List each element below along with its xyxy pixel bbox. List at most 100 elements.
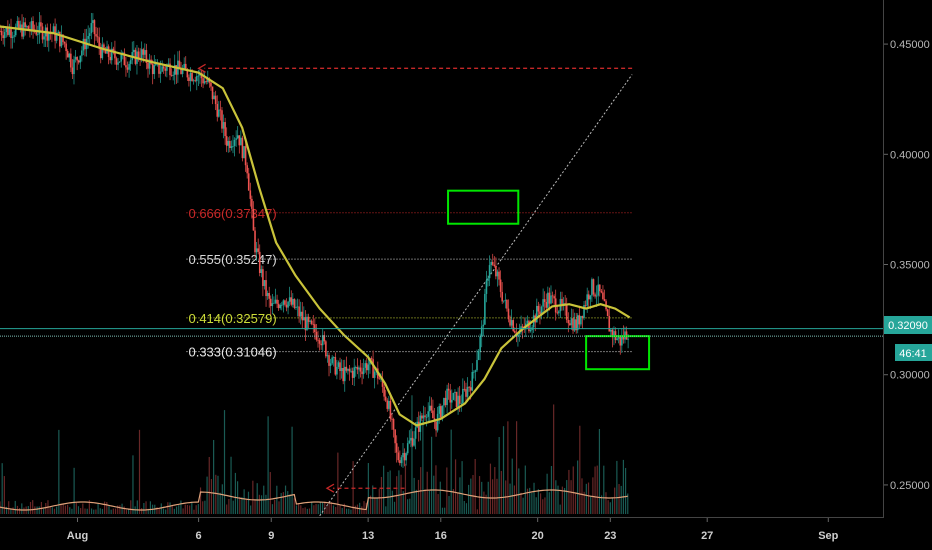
candle-body: [214, 95, 217, 104]
candle-body: [506, 299, 508, 309]
volume-bar: [376, 498, 378, 514]
volume-bar: [607, 500, 609, 514]
volume-bar: [450, 429, 452, 514]
candle-body: [455, 391, 458, 408]
highlight-box[interactable]: [447, 189, 520, 225]
candle-body: [392, 419, 395, 430]
volume-bar: [308, 508, 311, 514]
candle-body: [473, 371, 475, 373]
volume-bar: [276, 485, 278, 514]
candle-body: [340, 367, 343, 372]
candle-body: [441, 405, 444, 418]
candle-body: [490, 261, 492, 266]
time-tick-label: Sep: [818, 530, 838, 542]
candle-body: [496, 271, 499, 277]
volume-bar: [106, 502, 108, 514]
price-tick-label: 0.35000: [890, 260, 930, 272]
candle-body: [365, 363, 368, 371]
candle-body: [553, 296, 555, 299]
volume-bar: [583, 491, 585, 514]
candle-body: [269, 298, 272, 307]
volume-bar: [269, 472, 271, 514]
volume-bar: [587, 482, 590, 514]
time-tick-label: 16: [435, 530, 447, 542]
volume-bar: [441, 507, 444, 514]
volume-bar: [173, 508, 175, 514]
volume-bar: [483, 491, 485, 514]
candle-body: [257, 248, 259, 252]
candle-body: [394, 429, 396, 444]
volume-bar: [428, 490, 431, 514]
volume-bar: [132, 455, 134, 514]
volume-bar: [326, 505, 328, 514]
volume-bar: [256, 483, 258, 514]
candle-body: [175, 65, 178, 75]
volume-bar: [557, 485, 559, 514]
candle-body: [76, 57, 78, 61]
volume-bar: [5, 506, 8, 514]
price-axis[interactable]: 0.45000 0.40000 0.35000 0.30000 0.25000: [884, 39, 930, 492]
candle-body: [504, 299, 507, 301]
candle-body: [586, 294, 588, 306]
price-tick-label: 0.40000: [890, 149, 930, 161]
candle-body: [356, 367, 359, 370]
volume-bar: [84, 508, 86, 514]
volume-bar: [8, 501, 10, 514]
volume-bar: [258, 494, 260, 514]
candle-body: [128, 63, 130, 70]
candle-body: [87, 36, 89, 39]
current-price-label: 0.32090: [888, 320, 928, 332]
candle-body: [334, 357, 337, 375]
highlight-boxes[interactable]: [447, 189, 651, 371]
candle-body: [438, 406, 441, 414]
time-axis[interactable]: Aug 6 9 13 16 20 23 27 Sep: [67, 518, 839, 542]
volume-bar: [73, 467, 75, 514]
volume-bar: [101, 508, 104, 514]
volume-bar: [243, 489, 245, 514]
candle-body: [388, 400, 390, 409]
volume-bar: [539, 493, 542, 514]
candle-body: [258, 251, 261, 273]
volume-bar: [380, 476, 383, 514]
candle-body: [329, 363, 332, 366]
volume-bar: [448, 496, 450, 514]
candle-body: [608, 316, 611, 332]
volume-bar: [36, 506, 38, 514]
volume-bar: [413, 477, 415, 514]
candle-body: [397, 452, 400, 461]
candle-body: [288, 297, 291, 302]
candle-body: [62, 34, 64, 42]
volume-bar: [389, 470, 391, 514]
candle-body: [591, 279, 593, 296]
volume-bar: [444, 507, 446, 514]
volume-bar: [372, 485, 374, 514]
candle-body: [194, 80, 197, 82]
candle-body: [262, 269, 264, 287]
volume-bar: [494, 467, 496, 514]
candle-body: [573, 319, 576, 331]
volume-bar: [62, 504, 64, 514]
highlight-box[interactable]: [585, 335, 651, 371]
candle-body: [540, 306, 543, 315]
volume-bar: [267, 416, 269, 514]
candle-body: [82, 38, 85, 51]
candle-body: [507, 308, 510, 320]
volume-bar: [343, 503, 345, 514]
volume-bar: [507, 421, 509, 514]
volume-bar: [1, 463, 3, 514]
candle-body: [271, 303, 274, 307]
candle-body: [403, 452, 406, 461]
volume-bar: [433, 475, 435, 514]
volume-bar: [601, 495, 603, 514]
volume-bar: [409, 498, 411, 514]
candle-body: [405, 453, 407, 461]
candle-body: [148, 59, 151, 69]
candle-body: [482, 324, 485, 327]
candle-body: [570, 318, 573, 326]
volume-projection-arrow[interactable]: [325, 483, 405, 493]
candle-body: [284, 300, 286, 305]
projection-arrow[interactable]: [197, 63, 633, 73]
candle-body: [46, 27, 49, 41]
candle-body: [167, 63, 170, 66]
